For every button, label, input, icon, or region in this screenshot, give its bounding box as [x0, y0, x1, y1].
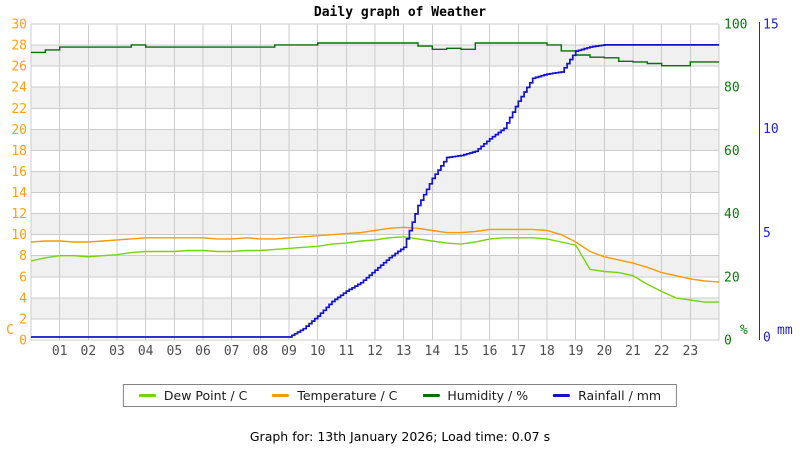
percent-axis-tick-label: 80 [724, 81, 740, 96]
legend-label-humidity: Humidity / % [447, 388, 529, 403]
legend-label-rainfall: Rainfall / mm [578, 388, 662, 403]
x-axis-tick-label: 12 [367, 344, 383, 359]
x-axis-tick-label: 05 [167, 344, 183, 359]
left-axis-tick-label: 18 [11, 144, 27, 159]
left-axis-unit-label: C [6, 323, 14, 338]
legend-swatch-rainfall [553, 394, 571, 397]
left-axis-tick-label: 22 [11, 102, 27, 117]
left-axis-tick-label: 8 [19, 249, 27, 264]
x-axis-tick-label: 15 [453, 344, 469, 359]
x-axis-tick-label: 22 [654, 344, 670, 359]
mm-axis-tick-label: 10 [763, 122, 779, 137]
legend-label-temperature: Temperature / C [297, 388, 398, 403]
x-axis-tick-label: 08 [253, 344, 269, 359]
x-axis-tick-label: 09 [281, 344, 297, 359]
legend-swatch-dew-point [138, 394, 156, 397]
legend-swatch-humidity [422, 394, 440, 397]
legend-label-dew-point: Dew Point / C [163, 388, 248, 403]
legend-item-temperature: Temperature / C [272, 388, 397, 403]
left-axis-tick-label: 26 [11, 60, 27, 75]
left-axis-tick-label: 10 [11, 228, 27, 243]
x-axis-tick-label: 02 [81, 344, 97, 359]
chart-plot-area: 024681012141618202224262830C020406080100… [6, 18, 793, 360]
percent-axis-tick-label: 0 [724, 334, 732, 349]
percent-axis-unit-label: % [740, 323, 748, 338]
x-axis-tick-label: 07 [224, 344, 240, 359]
mm-axis-tick-label: 15 [763, 18, 779, 33]
x-axis-tick-label: 19 [568, 344, 584, 359]
percent-axis-tick-label: 40 [724, 207, 740, 222]
percent-axis-tick-label: 60 [724, 144, 740, 159]
x-axis-tick-label: 01 [52, 344, 68, 359]
chart-title: Daily graph of Weather [313, 5, 487, 20]
x-axis-tick-label: 18 [539, 344, 555, 359]
x-axis-tick-label: 16 [482, 344, 498, 359]
x-axis-tick-label: 13 [396, 344, 412, 359]
percent-axis-tick-label: 20 [724, 270, 740, 285]
legend-item-humidity: Humidity / % [422, 388, 528, 403]
x-axis-tick-label: 06 [195, 344, 211, 359]
legend-swatch-temperature [272, 394, 290, 397]
legend-item-rainfall: Rainfall / mm [553, 388, 661, 403]
chart-legend: Dew Point / C Temperature / C Humidity /… [122, 384, 678, 407]
x-axis-tick-label: 10 [310, 344, 326, 359]
mm-axis-unit-label: mm [777, 323, 793, 338]
x-axis-tick-label: 11 [339, 344, 355, 359]
left-axis-tick-label: 16 [11, 165, 27, 180]
left-axis-tick-label: 6 [19, 270, 27, 285]
percent-axis-tick-label: 100 [724, 18, 747, 33]
x-axis-tick-label: 21 [625, 344, 641, 359]
left-axis-tick-label: 24 [11, 81, 27, 96]
legend-item-dew-point: Dew Point / C [138, 388, 248, 403]
series-rainfall-line [31, 44, 719, 338]
left-axis-tick-label: 30 [11, 18, 27, 33]
left-axis-tick-label: 28 [11, 39, 27, 54]
x-axis-tick-label: 14 [425, 344, 441, 359]
x-axis-tick-label: 23 [683, 344, 699, 359]
left-axis-tick-label: 20 [11, 123, 27, 138]
x-axis-tick-label: 03 [109, 344, 125, 359]
left-axis-tick-label: 0 [19, 334, 27, 349]
left-axis-tick-label: 2 [19, 312, 27, 327]
x-axis-tick-label: 17 [511, 344, 527, 359]
mm-axis-tick-label: 0 [763, 331, 771, 346]
x-axis-tick-label: 20 [597, 344, 613, 359]
mm-axis-tick-label: 5 [763, 226, 771, 241]
series-temperature-line [30, 226, 720, 283]
left-axis-tick-label: 14 [11, 186, 27, 201]
chart-caption: Graph for: 13th January 2026; Load time:… [249, 429, 551, 444]
series-dew-point-line [30, 236, 719, 303]
series-humidity-line [31, 42, 719, 67]
left-axis-tick-label: 4 [19, 291, 27, 306]
x-axis-tick-label: 04 [138, 344, 154, 359]
left-axis-tick-label: 12 [11, 207, 27, 222]
